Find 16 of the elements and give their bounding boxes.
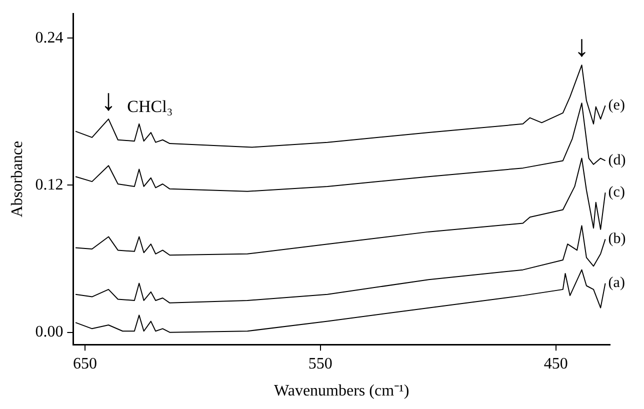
series-label: (c) [608, 184, 625, 201]
annotation: ↓ [574, 30, 590, 63]
series-label: (b) [608, 231, 626, 248]
x-tick-label: 650 [72, 355, 97, 372]
y-tick-label: 0.00 [35, 324, 64, 341]
annotation: CHCl₃ [127, 96, 173, 116]
series-label: (a) [608, 275, 625, 292]
series-label: (e) [608, 97, 625, 114]
y-tick-label: 0.12 [35, 176, 64, 194]
annotation: ↓ [101, 84, 116, 117]
y-axis-title: Absorbance [8, 140, 26, 218]
x-tick-label: 550 [308, 355, 332, 372]
series-label: (d) [608, 152, 626, 169]
x-tick-label: 450 [544, 355, 568, 372]
y-tick-label: 0.24 [35, 29, 64, 46]
x-axis-title: Wavenumbers (cm⁻¹) [274, 382, 410, 400]
